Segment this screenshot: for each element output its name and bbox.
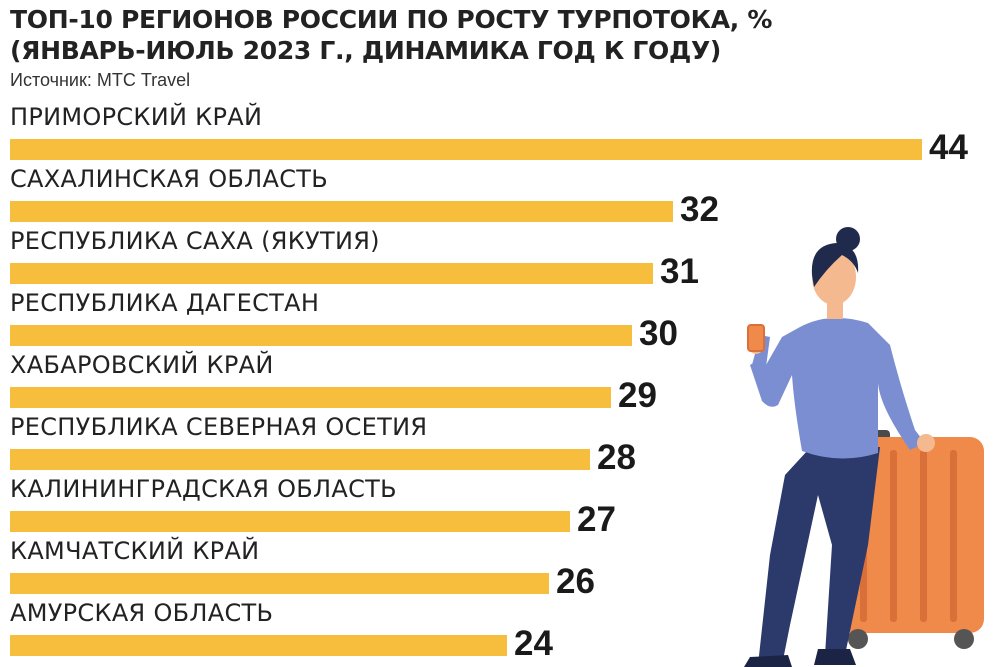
category-label: КАМЧАТСКИЙ КРАЙ xyxy=(10,537,260,565)
bar xyxy=(10,325,632,346)
value-label: 30 xyxy=(639,314,678,353)
bar xyxy=(10,635,507,656)
value-label: 44 xyxy=(929,128,968,167)
category-label: ПРИМОРСКИЙ КРАЙ xyxy=(10,103,263,131)
bar xyxy=(10,387,611,408)
category-label: РЕСПУБЛИКА ДАГЕСТАН xyxy=(10,289,320,317)
value-label: 27 xyxy=(577,500,616,539)
value-label: 32 xyxy=(680,190,719,229)
chart-title-line-1: ТОП-10 РЕГИОНОВ РОССИИ ПО РОСТУ ТУРПОТОК… xyxy=(10,5,773,34)
bar xyxy=(10,573,549,594)
category-label: РЕСПУБЛИКА САХА (ЯКУТИЯ) xyxy=(10,227,380,255)
traveler-with-suitcase-icon xyxy=(744,227,984,667)
chart-title-line-2: (ЯНВАРЬ-ИЮЛЬ 2023 Г., ДИНАМИКА ГОД К ГОД… xyxy=(10,36,722,65)
chart-title: ТОП-10 РЕГИОНОВ РОССИИ ПО РОСТУ ТУРПОТОК… xyxy=(10,4,772,66)
bar xyxy=(10,511,570,532)
value-label: 24 xyxy=(514,624,553,663)
value-label: 29 xyxy=(618,376,657,415)
bar xyxy=(10,201,673,222)
value-label: 28 xyxy=(597,438,636,477)
value-label: 31 xyxy=(660,252,699,291)
category-label: РЕСПУБЛИКА СЕВЕРНАЯ ОСЕТИЯ xyxy=(10,413,428,441)
category-label: КАЛИНИНГРАДСКАЯ ОБЛАСТЬ xyxy=(10,475,397,503)
bar xyxy=(10,139,922,160)
category-label: САХАЛИНСКАЯ ОБЛАСТЬ xyxy=(10,165,329,193)
value-label: 26 xyxy=(556,562,595,601)
category-label: ХАБАРОВСКИЙ КРАЙ xyxy=(10,351,274,379)
bar xyxy=(10,449,590,470)
bar xyxy=(10,263,653,284)
category-label: АМУРСКАЯ ОБЛАСТЬ xyxy=(10,599,274,627)
chart-source: Источник: МТС Travel xyxy=(10,70,191,90)
